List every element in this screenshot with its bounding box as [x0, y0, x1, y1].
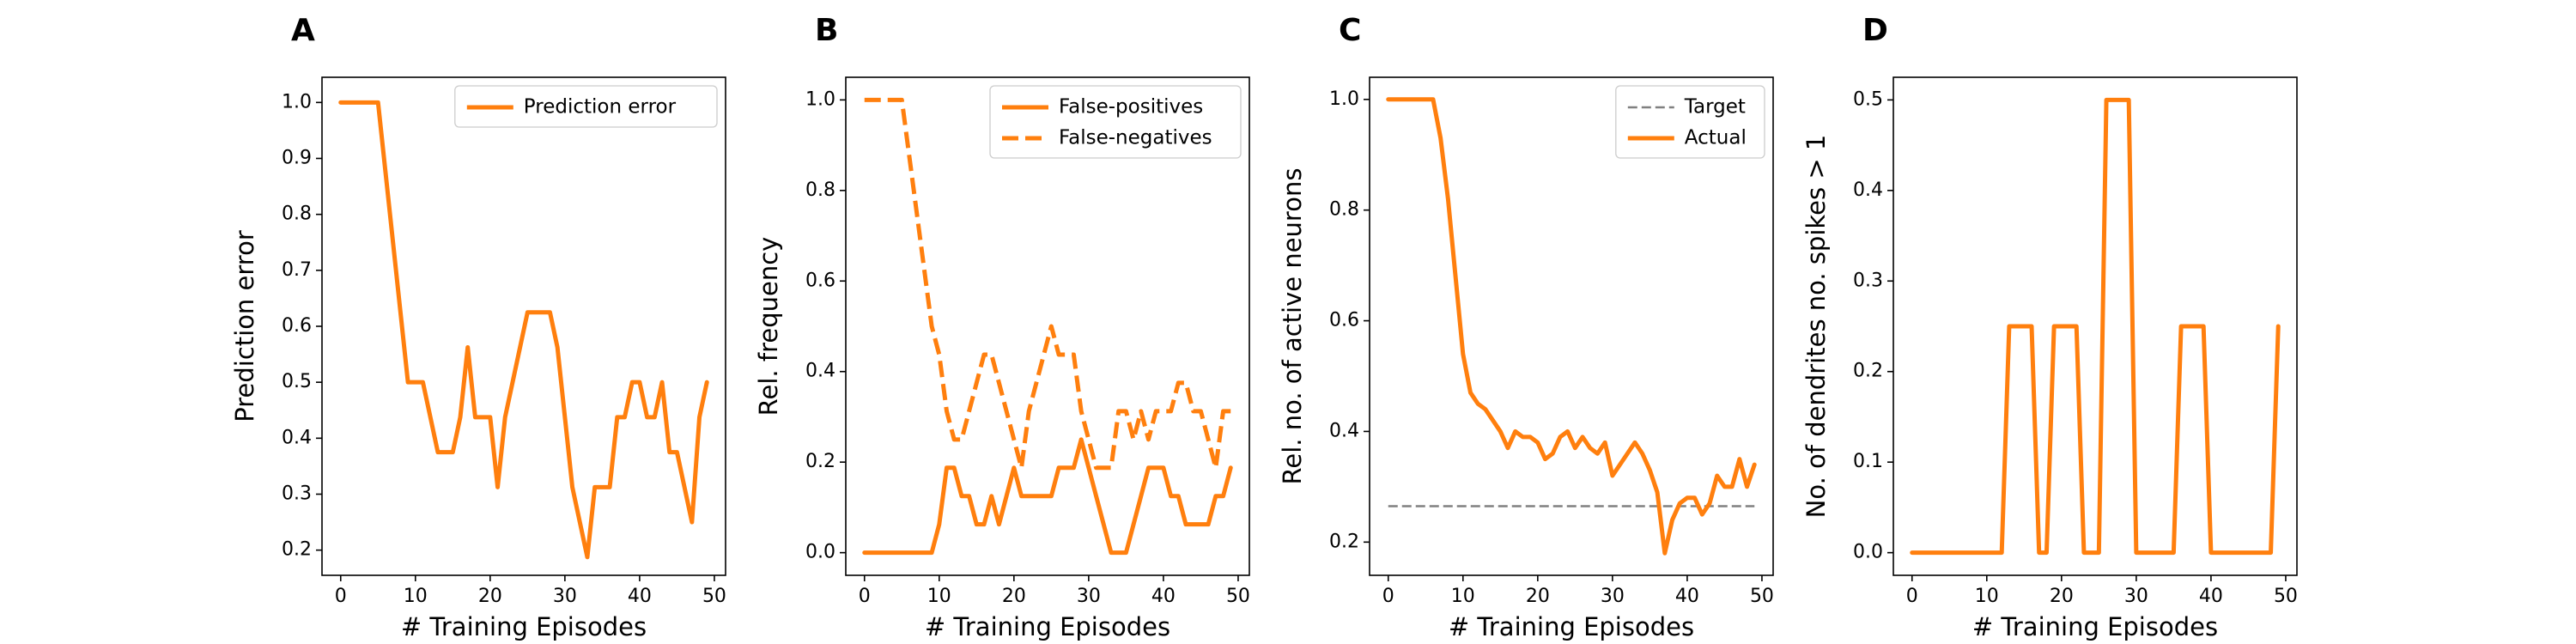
x-tick-label: 30	[2124, 586, 2148, 607]
y-tick-label: 0.6	[805, 270, 835, 291]
x-tick-label: 40	[628, 586, 652, 607]
x-axis-label: # Training Episodes	[1449, 612, 1694, 641]
y-tick-label: 0.7	[282, 259, 312, 281]
y-axis-label: No. of dendrites no. spikes > 1	[1801, 135, 1831, 519]
legend-box	[454, 85, 718, 128]
legend-label: False-positives	[1059, 96, 1203, 118]
panel-c: C 0 10 20 30 40 50 0.2 0.4 0.6 0.8 1.0 # Training Ep…	[1278, 13, 1774, 641]
legend: False-positives False-negatives	[989, 85, 1242, 159]
x-tick-label: 50	[702, 586, 726, 607]
panel-a: A 0 10 20 30 40 50 0.2 0.3 0.4 0.5 0.6 0.7 0.8 0.9 1.0 #…	[230, 13, 726, 641]
legend-label: Target	[1684, 96, 1746, 118]
legend-box	[989, 85, 1242, 159]
y-axis-label: Rel. no. of active neurons	[1278, 168, 1307, 485]
x-tick-label: 50	[2274, 586, 2298, 607]
series-line-prediction-error	[338, 100, 709, 560]
y-tick-label: 0.0	[1853, 542, 1883, 563]
x-tick-label: 40	[1675, 586, 1699, 607]
series-line-actual	[1386, 97, 1757, 556]
axes-frame	[845, 76, 1250, 576]
x-tick-label: 0	[1906, 586, 1918, 607]
legend-label: False-negatives	[1059, 127, 1212, 149]
y-tick-label: 0.5	[282, 371, 312, 392]
panel-d: D 0 10 20 30 40 50 0.0 0.1 0.2 0.3 0.4 0.5 # Training…	[1801, 13, 2298, 641]
legend: Prediction error	[454, 85, 718, 128]
x-tick-label: 20	[2050, 586, 2074, 607]
y-tick-label: 0.2	[1853, 361, 1883, 382]
y-axis-label: Prediction error	[230, 230, 259, 422]
x-tick-label: 10	[1975, 586, 1999, 607]
y-tick-label: 0.4	[282, 427, 312, 448]
panel-letter: C	[1339, 13, 1361, 48]
legend-label: Prediction error	[524, 96, 677, 118]
x-tick-label: 40	[2199, 586, 2223, 607]
y-tick-label: 0.2	[282, 539, 312, 561]
panel-b: B 0 10 20 30 40 50 0.0 0.2 0.4 0.6 0.8 1.0 # Training…	[754, 13, 1250, 641]
y-tick-label: 0.8	[282, 204, 312, 225]
x-tick-label: 10	[927, 586, 951, 607]
x-tick-label: 30	[1601, 586, 1625, 607]
plot-area	[338, 100, 709, 560]
legend-label: Actual	[1685, 127, 1747, 149]
panel-letter: B	[815, 13, 838, 48]
y-tick-label: 0.4	[1853, 179, 1883, 201]
plot-area	[862, 97, 1233, 556]
y-tick-label: 0.0	[805, 542, 835, 563]
x-tick-label: 20	[1526, 586, 1550, 607]
x-tick-label: 50	[1750, 586, 1774, 607]
legend: Target Actual	[1615, 85, 1765, 159]
y-tick-label: 1.0	[282, 91, 312, 112]
y-tick-label: 0.4	[1329, 420, 1359, 441]
axes-frame	[1369, 76, 1774, 576]
x-tick-label: 30	[553, 586, 577, 607]
y-tick-label: 0.1	[1853, 451, 1883, 472]
x-tick-label: 0	[335, 586, 347, 607]
x-axis-label: # Training Episodes	[401, 612, 647, 641]
x-tick-label: 10	[1451, 586, 1475, 607]
y-tick-label: 0.9	[282, 147, 312, 168]
y-axis-label: Rel. frequency	[754, 237, 783, 416]
panel-letter: A	[291, 13, 315, 48]
series-line-false-negatives	[864, 97, 1231, 471]
y-tick-label: 0.8	[805, 179, 835, 201]
y-tick-label: 0.5	[1853, 88, 1883, 110]
series-line-values	[1910, 97, 2281, 556]
panel-letter: D	[1862, 13, 1888, 48]
y-tick-label: 0.4	[805, 361, 835, 382]
axes-frame	[1893, 76, 2298, 576]
y-tick-label: 0.2	[805, 451, 835, 472]
x-tick-label: 30	[1077, 586, 1101, 607]
x-tick-label: 0	[859, 586, 871, 607]
y-tick-label: 0.3	[1853, 270, 1883, 291]
x-axis-label: # Training Episodes	[925, 612, 1170, 641]
x-tick-label: 20	[478, 586, 502, 607]
y-tick-label: 1.0	[805, 88, 835, 110]
x-tick-label: 10	[404, 586, 428, 607]
y-tick-label: 1.0	[1329, 88, 1359, 110]
plot-area	[1386, 97, 1757, 556]
y-tick-label: 0.6	[1329, 310, 1359, 331]
y-tick-label: 0.3	[282, 483, 312, 505]
x-axis-label: # Training Episodes	[1972, 612, 2218, 641]
x-tick-label: 0	[1382, 586, 1394, 607]
y-tick-label: 0.8	[1329, 199, 1359, 221]
x-tick-label: 50	[1226, 586, 1250, 607]
plot-area	[1910, 97, 2281, 556]
y-tick-label: 0.2	[1329, 531, 1359, 552]
y-tick-label: 0.6	[282, 315, 312, 337]
x-tick-label: 40	[1151, 586, 1176, 607]
x-tick-label: 20	[1002, 586, 1026, 607]
series-line-false-positives	[862, 437, 1233, 556]
